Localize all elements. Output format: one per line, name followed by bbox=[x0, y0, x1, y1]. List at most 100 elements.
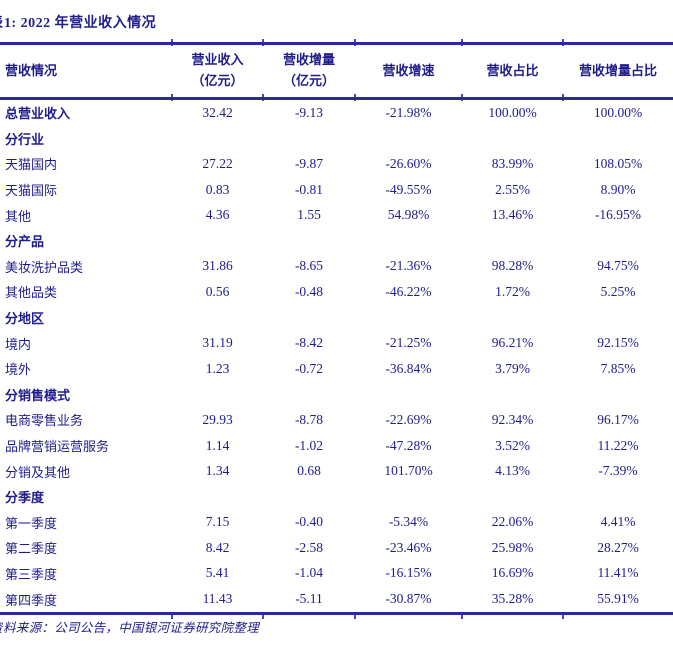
cell-value: 5.41 bbox=[205, 565, 230, 581]
cell-value: -21.25% bbox=[385, 335, 432, 351]
table-row: 第二季度 8.42 -2.58 -23.46% 25.98% 28.27% bbox=[0, 535, 673, 561]
cell-value: 7.85% bbox=[600, 360, 636, 376]
cell-value bbox=[263, 484, 355, 510]
cell-value: 98.28% bbox=[491, 258, 534, 274]
cell-value bbox=[172, 228, 263, 254]
rule-column-tick bbox=[262, 94, 264, 101]
cell-value bbox=[563, 382, 673, 408]
cell-value bbox=[355, 484, 462, 510]
column-header-category: 营收情况 bbox=[0, 43, 172, 100]
cell-value bbox=[263, 228, 355, 254]
row-label: 境内 bbox=[5, 336, 32, 352]
cell-value: 29.93 bbox=[202, 411, 233, 427]
cell-value: 16.69% bbox=[491, 565, 534, 581]
section-row: 分季度 bbox=[0, 484, 673, 510]
cell-value: -5.11 bbox=[295, 591, 323, 607]
rule-column-tick bbox=[562, 94, 564, 101]
cell-value bbox=[172, 305, 263, 331]
rule-column-tick bbox=[354, 39, 356, 46]
cell-value: -0.48 bbox=[294, 283, 324, 299]
row-label: 分销及其他 bbox=[5, 464, 71, 480]
section-row: 分产品 bbox=[0, 228, 673, 254]
section-row: 分行业 bbox=[0, 126, 673, 152]
cell-value bbox=[563, 484, 673, 510]
cell-value: -36.84% bbox=[385, 360, 432, 376]
cell-value: -1.04 bbox=[294, 565, 324, 581]
row-label: 分地区 bbox=[5, 311, 45, 327]
revenue-table-container: 营收情况 营业收入 （亿元） 营收增量 （亿元） 营收增速 营收占比 营收增量占比 … bbox=[0, 39, 673, 619]
rule-column-tick bbox=[171, 39, 173, 46]
cell-value: 94.75% bbox=[597, 258, 639, 274]
row-label: 美妆洗护品类 bbox=[5, 259, 84, 275]
cell-value bbox=[172, 382, 263, 408]
row-label: 其他 bbox=[5, 208, 32, 224]
table-row: 总营业收入 32.42 -9.13 -21.98% 100.00% 100.00% bbox=[0, 99, 673, 126]
cell-value: 1.23 bbox=[205, 360, 230, 376]
rule-column-tick bbox=[562, 612, 564, 619]
column-header-change-share: 营收增量占比 bbox=[563, 43, 673, 100]
cell-value: 0.83 bbox=[205, 181, 230, 197]
cell-value: 1.72% bbox=[495, 283, 530, 299]
cell-value: 92.15% bbox=[597, 335, 639, 351]
cell-value: -21.98% bbox=[385, 104, 432, 120]
rule-column-tick bbox=[354, 94, 356, 101]
table-row: 境内 31.19 -8.42 -21.25% 96.21% 92.15% bbox=[0, 330, 673, 356]
cell-value bbox=[263, 305, 355, 331]
cell-value: 8.42 bbox=[205, 539, 230, 555]
cell-value: 35.28% bbox=[491, 591, 534, 607]
rule-column-tick bbox=[262, 39, 264, 46]
row-label: 第一季度 bbox=[5, 515, 58, 531]
cell-value bbox=[355, 126, 462, 152]
cell-value bbox=[563, 305, 673, 331]
table-row: 品牌营销运营服务 1.14 -1.02 -47.28% 3.52% 11.22% bbox=[0, 433, 673, 459]
cell-value: 13.46% bbox=[491, 207, 534, 223]
section-row: 分销售模式 bbox=[0, 382, 673, 408]
table-row: 第四季度 11.43 -5.11 -30.87% 35.28% 55.91% bbox=[0, 586, 673, 613]
revenue-table: 营收情况 营业收入 （亿元） 营收增量 （亿元） 营收增速 营收占比 营收增量占比 … bbox=[0, 42, 673, 615]
cell-value: 92.34% bbox=[491, 411, 534, 427]
cell-value: -9.87 bbox=[294, 155, 324, 171]
cell-value: 25.98% bbox=[491, 539, 534, 555]
table-row: 其他 4.36 1.55 54.98% 13.46% -16.95% bbox=[0, 202, 673, 228]
section-row: 分地区 bbox=[0, 305, 673, 331]
cell-value: 83.99% bbox=[491, 155, 534, 171]
cell-value: -0.81 bbox=[294, 181, 324, 197]
table-row: 天猫国内 27.22 -9.87 -26.60% 83.99% 108.05% bbox=[0, 151, 673, 177]
row-label: 总营业收入 bbox=[5, 106, 71, 122]
rule-column-tick bbox=[562, 39, 564, 46]
cell-value: -5.34% bbox=[388, 514, 429, 530]
row-label: 第二季度 bbox=[5, 541, 58, 557]
rule-column-tick bbox=[461, 612, 463, 619]
cell-value: 101.70% bbox=[384, 463, 433, 479]
cell-value bbox=[462, 126, 563, 152]
cell-value: 0.68 bbox=[297, 463, 321, 479]
cell-value: -23.46% bbox=[385, 539, 432, 555]
cell-value bbox=[462, 484, 563, 510]
cell-value: -2.58 bbox=[294, 539, 324, 555]
table-row: 第一季度 7.15 -0.40 -5.34% 22.06% 4.41% bbox=[0, 510, 673, 536]
cell-value: -22.69% bbox=[385, 411, 432, 427]
cell-value: 2.55% bbox=[495, 181, 530, 197]
cell-value: -16.15% bbox=[385, 565, 432, 581]
cell-value: 4.13% bbox=[495, 463, 530, 479]
cell-value: 54.98% bbox=[387, 207, 430, 223]
cell-value: -26.60% bbox=[385, 155, 432, 171]
cell-value bbox=[563, 228, 673, 254]
rule-column-tick bbox=[461, 94, 463, 101]
table-header-row: 营收情况 营业收入 （亿元） 营收增量 （亿元） 营收增速 营收占比 营收增量占比 bbox=[0, 43, 673, 100]
table-body: 总营业收入 32.42 -9.13 -21.98% 100.00% 100.00% 分行业天… bbox=[0, 99, 673, 614]
cell-value: -30.87% bbox=[385, 591, 432, 607]
table-row: 美妆洗护品类 31.86 -8.65 -21.36% 98.28% 94.75% bbox=[0, 254, 673, 280]
cell-value: -8.65 bbox=[294, 258, 324, 274]
cell-value: 11.22% bbox=[597, 437, 639, 453]
table-row: 第三季度 5.41 -1.04 -16.15% 16.69% 11.41% bbox=[0, 561, 673, 587]
cell-value: 31.19 bbox=[202, 335, 233, 351]
row-label: 品牌营销运营服务 bbox=[5, 439, 110, 455]
cell-value: -8.78 bbox=[294, 411, 324, 427]
cell-value: 108.05% bbox=[593, 155, 643, 171]
rule-column-tick bbox=[354, 612, 356, 619]
source-note: 资料来源：公司公告，中国银河证券研究院整理 bbox=[0, 617, 259, 636]
cell-value: 1.34 bbox=[205, 463, 230, 479]
cell-value: 96.17% bbox=[597, 411, 639, 427]
